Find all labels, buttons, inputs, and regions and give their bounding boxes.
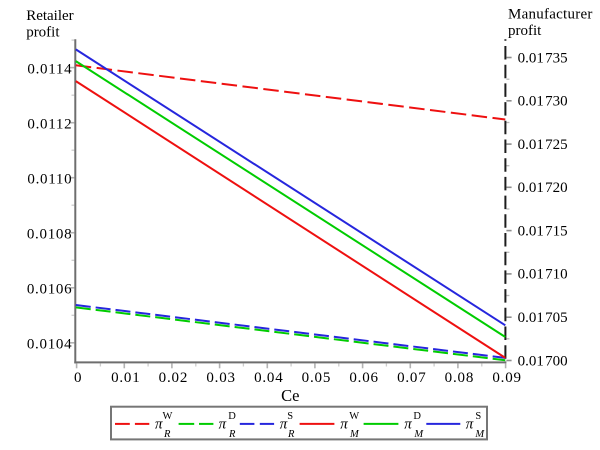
svg-text:profit: profit [26,24,60,40]
svg-text:R: R [287,429,295,440]
svg-text:0.09: 0.09 [492,370,521,386]
svg-text:0.01 705: 0.01 705 [518,310,568,326]
svg-text:0.04: 0.04 [254,370,283,386]
svg-text:0.01 710: 0.01 710 [518,267,568,283]
svg-text:0.01 720: 0.01 720 [518,180,568,196]
svg-text:0.02: 0.02 [159,370,188,386]
svg-text:0.01: 0.01 [111,370,140,386]
svg-text:π: π [155,417,163,433]
svg-text:0.0104: 0.0104 [27,337,72,353]
svg-text:D: D [413,411,421,422]
svg-text:profit: profit [508,23,542,39]
svg-text:π: π [219,417,227,433]
svg-text:0.01 730: 0.01 730 [518,94,568,110]
svg-text:π: π [280,417,288,433]
svg-text:D: D [228,411,236,422]
svg-text:π: π [404,417,412,433]
svg-text:W: W [349,411,359,422]
svg-text:Ce: Ce [281,386,299,405]
svg-text:R: R [228,429,236,440]
svg-text:0.01 735: 0.01 735 [518,50,568,66]
svg-text:0.01 715: 0.01 715 [518,223,568,239]
svg-text:0.07: 0.07 [397,370,426,386]
svg-text:0.06: 0.06 [349,370,378,386]
svg-text:0.01 725: 0.01 725 [518,137,568,153]
svg-text:π: π [340,417,348,433]
svg-text:0.0110: 0.0110 [27,172,72,188]
svg-text:S: S [475,411,481,422]
svg-text:M: M [413,429,424,440]
svg-text:0: 0 [74,370,82,386]
svg-text:0.0112: 0.0112 [27,117,72,133]
svg-text:0.01 700: 0.01 700 [518,353,568,369]
svg-text:Retailer: Retailer [26,8,73,24]
svg-text:0.0108: 0.0108 [27,227,72,243]
svg-text:R: R [163,429,171,440]
svg-text:π: π [466,417,474,433]
svg-text:0.0106: 0.0106 [27,282,72,298]
svg-text:W: W [163,411,173,422]
svg-text:M: M [474,429,485,440]
svg-text:M: M [349,429,360,440]
svg-text:0.08: 0.08 [445,370,474,386]
svg-text:0.03: 0.03 [206,370,235,386]
svg-text:0.0114: 0.0114 [27,61,72,77]
svg-text:Manufacturer: Manufacturer [508,7,593,23]
svg-text:S: S [287,411,293,422]
svg-text:0.05: 0.05 [302,370,331,386]
